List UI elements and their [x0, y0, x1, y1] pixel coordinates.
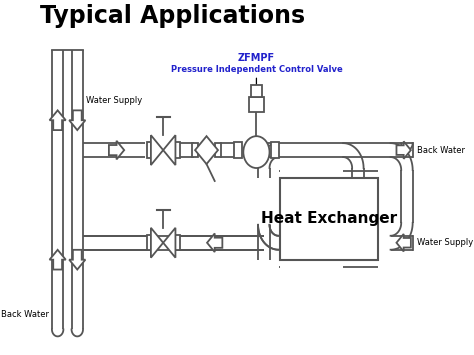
Text: Water Supply: Water Supply [417, 238, 473, 247]
Polygon shape [396, 234, 411, 251]
Polygon shape [50, 250, 66, 269]
Text: Typical Applications: Typical Applications [40, 4, 305, 28]
Bar [280, 178, 378, 260]
Polygon shape [163, 228, 175, 258]
Bar [251, 85, 262, 97]
Bar [192, 143, 198, 157]
Text: Pressure Independent Control Valve: Pressure Independent Control Valve [171, 65, 342, 75]
Polygon shape [151, 135, 163, 165]
Circle shape [243, 136, 270, 168]
Text: Water Supply: Water Supply [86, 96, 143, 105]
Polygon shape [69, 110, 85, 130]
Polygon shape [69, 250, 85, 269]
Text: ZFMPF: ZFMPF [238, 54, 275, 64]
Polygon shape [50, 110, 66, 130]
Polygon shape [207, 234, 222, 252]
Polygon shape [396, 141, 411, 159]
Polygon shape [195, 136, 218, 164]
Polygon shape [109, 141, 124, 159]
Bar [234, 142, 242, 158]
Text: Back Water: Back Water [1, 310, 49, 319]
Text: Back Water: Back Water [417, 146, 465, 155]
Bar [215, 143, 221, 157]
Bar [172, 142, 180, 158]
Bar [172, 235, 180, 250]
Text: Heat Exchanger: Heat Exchanger [261, 211, 397, 226]
Bar [249, 97, 264, 112]
Polygon shape [151, 228, 163, 258]
Polygon shape [163, 135, 175, 165]
Bar [147, 235, 155, 250]
Bar [147, 142, 155, 158]
Bar [271, 142, 279, 158]
